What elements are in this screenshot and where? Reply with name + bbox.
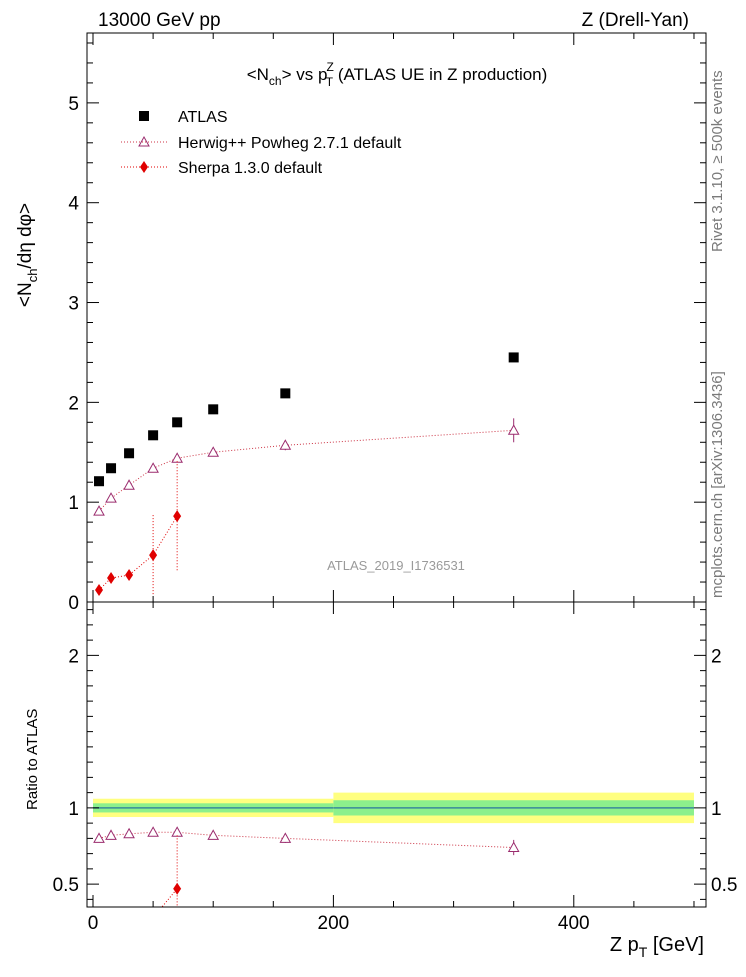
- y-tick-label: 1: [68, 493, 79, 514]
- legend-item-herwig: Herwig++ Powheg 2.7.1 default: [121, 135, 402, 152]
- ratio-panel: 0 200 400 0.5 0.5 1 1 2 2 Ratio to ATLAS Z pT [G…: [24, 601, 737, 960]
- ratio-point-diamond: [173, 882, 182, 895]
- ratio-point-triangle: [147, 826, 159, 837]
- ratio-point-diamond: [125, 927, 133, 939]
- legend-label-herwig: Herwig++ Powheg 2.7.1 default: [178, 135, 402, 152]
- ratio-point-triangle: [105, 829, 117, 840]
- y-tick-label: 1: [68, 799, 79, 820]
- main-panel: 0 1 2 3 4 5 <Nch> vs pZ T (ATLAS UE in Z produ…: [15, 32, 707, 614]
- main-point-square: [124, 448, 135, 459]
- main-point-triangle: [147, 462, 159, 473]
- x-tick-label: 400: [558, 913, 590, 934]
- main-point-triangle: [93, 505, 105, 516]
- ratio-series-line: [98, 831, 514, 849]
- y-tick-label-right: 2: [711, 646, 722, 667]
- ratio-series-line: [161, 888, 178, 907]
- main-point-square: [508, 352, 519, 363]
- main-point-triangle: [123, 479, 135, 490]
- main-point-square: [148, 430, 159, 441]
- ratio-point-triangle: [207, 829, 220, 840]
- ratio-point-triangle: [93, 832, 105, 843]
- main-point-diamond: [149, 549, 158, 562]
- legend-marker-diamond: [140, 161, 148, 173]
- main-point-triangle: [171, 452, 183, 463]
- main-point-diamond: [95, 584, 104, 597]
- y-tick-label-right: 1: [711, 799, 722, 820]
- x-tick-label: 200: [318, 913, 350, 934]
- y-tick-label: 5: [68, 94, 79, 115]
- legend-marker-triangle: [138, 135, 150, 147]
- ratio-point-triangle: [507, 841, 520, 853]
- y-tick-label: 3: [68, 294, 79, 315]
- y-tick-label: 0: [68, 593, 79, 614]
- ratio-point-triangle: [123, 827, 135, 839]
- legend-label-sherpa: Sherpa 1.3.0 default: [178, 160, 323, 177]
- y-tick-label: 4: [68, 194, 79, 215]
- rivet-label: Rivet 3.1.10, ≥ 500k events: [709, 70, 726, 252]
- header-left: 13000 GeV pp: [98, 10, 221, 31]
- x-tick-label: 0: [88, 913, 99, 934]
- watermark: ATLAS_2019_I1736531: [327, 558, 465, 573]
- main-series-line: [98, 515, 178, 591]
- ratio-point-triangle: [279, 832, 292, 843]
- ratio-point-diamond: [107, 927, 115, 939]
- y-tick-label-right: 0.5: [711, 875, 737, 896]
- legend-item-sherpa: Sherpa 1.3.0 default: [121, 160, 323, 177]
- ratio-series: [93, 826, 520, 951]
- main-point-triangle: [105, 492, 117, 503]
- y-tick-label: 0.5: [53, 875, 79, 896]
- main-point-diamond: [125, 569, 134, 582]
- mcplots-label: mcplots.cern.ch [arXiv:1306.3436]: [709, 371, 726, 598]
- ratio-point-diamond: [149, 912, 157, 924]
- ratio-y-axis-label: Ratio to ATLAS: [24, 709, 41, 810]
- main-series-line: [98, 429, 514, 512]
- plot-title: <Nch> vs pZ T (ATLAS UE in Z production): [247, 60, 548, 89]
- ratio-point-diamond: [95, 939, 103, 951]
- x-axis-label: Z pT [GeV]: [610, 934, 704, 960]
- legend-label-atlas: ATLAS: [178, 109, 228, 126]
- ratio-bands: [93, 792, 694, 824]
- legend: ATLAS Herwig++ Powheg 2.7.1 default Sher…: [121, 109, 402, 177]
- main-point-square: [172, 417, 183, 428]
- main-point-diamond: [107, 572, 116, 585]
- legend-item-atlas: ATLAS: [139, 109, 228, 126]
- y-tick-label: 2: [68, 646, 79, 667]
- main-point-square: [106, 463, 117, 474]
- main-ticks: 0 1 2 3 4 5: [68, 33, 706, 614]
- main-point-square: [94, 476, 105, 487]
- main-point-square: [280, 388, 291, 399]
- ratio-frame: [86, 601, 707, 908]
- header-right: Z (Drell-Yan): [582, 10, 689, 31]
- main-point-triangle: [507, 424, 520, 435]
- main-series: [93, 352, 520, 597]
- main-point-triangle: [279, 439, 292, 450]
- main-point-triangle: [207, 446, 220, 457]
- legend-marker-square: [139, 111, 149, 121]
- main-y-axis-label: <Nch/dη dφ>: [15, 203, 40, 307]
- ratio-ticks: 0 200 400 0.5 0.5 1 1 2 2: [53, 602, 737, 934]
- main-point-square: [208, 404, 219, 415]
- main-point-diamond: [173, 510, 182, 523]
- y-tick-label: 2: [68, 393, 79, 414]
